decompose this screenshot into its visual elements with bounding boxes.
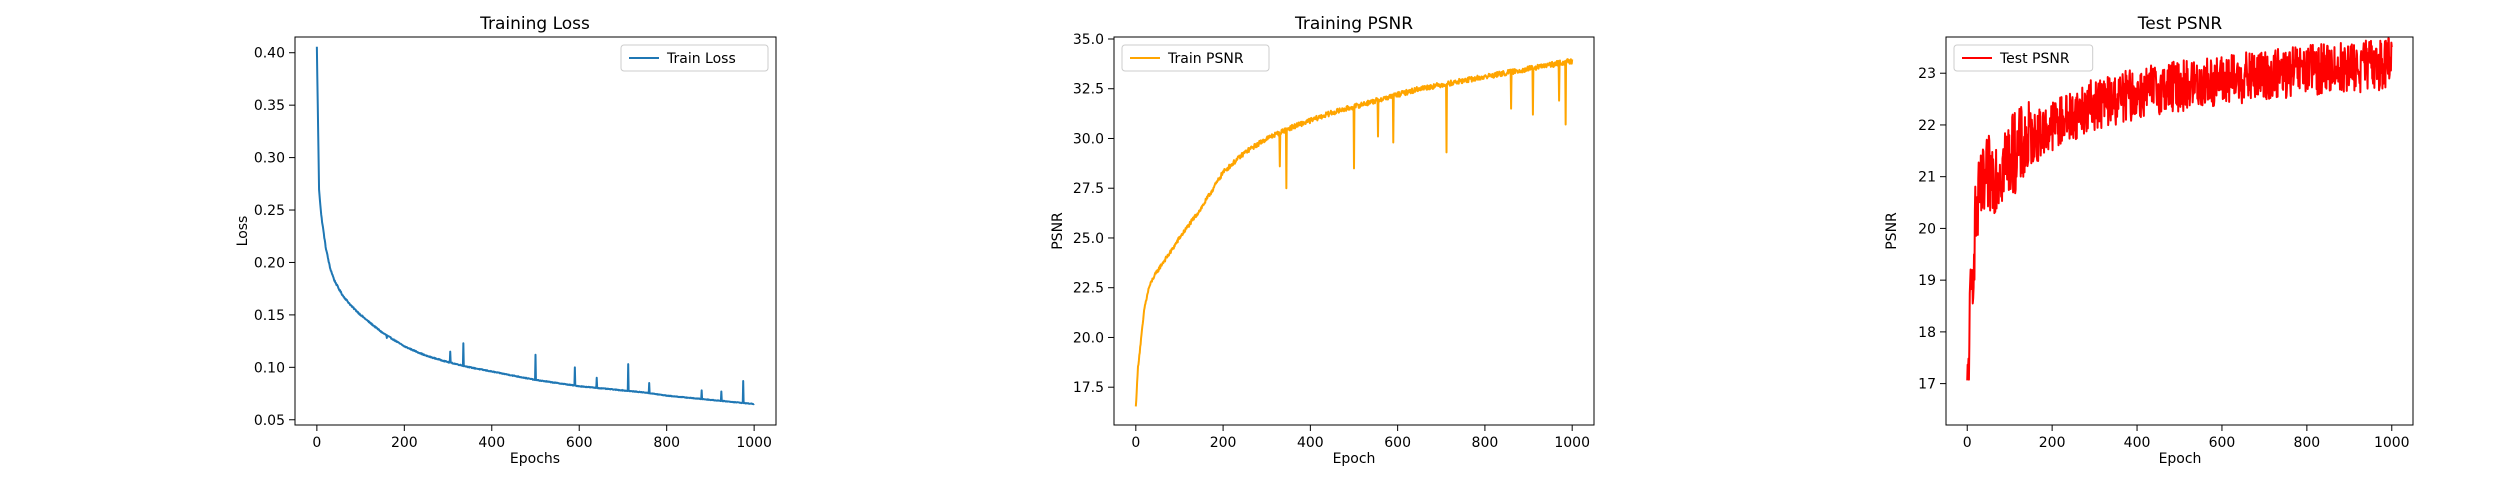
x-tick-label: 200: [1210, 435, 1237, 451]
x-tick-label: 1000: [1554, 435, 1590, 451]
x-tick-label: 400: [478, 435, 505, 451]
chart-title: Test PSNR: [2137, 14, 2223, 34]
y-axis-label: PSNR: [1884, 212, 1900, 250]
legend-box: [1121, 44, 1270, 72]
x-tick-label: 1000: [736, 435, 772, 451]
legend-label: Train PSNR: [1167, 51, 1244, 67]
x-tick-label: 400: [1297, 435, 1324, 451]
y-tick-label: 0.30: [254, 151, 285, 167]
x-tick-label: 600: [566, 435, 593, 451]
y-tick-label: 18: [1918, 325, 1936, 341]
x-axis-label: Epochs: [510, 451, 560, 467]
legend-label: Test PSNR: [1999, 51, 2070, 67]
series-line: [1966, 37, 2393, 381]
x-tick-label: 200: [2039, 435, 2066, 451]
y-axis-label: PSNR: [1050, 212, 1066, 250]
y-tick-label: 20: [1918, 221, 1936, 237]
y-tick-label: 19: [1918, 273, 1936, 289]
y-tick-label: 0.15: [254, 308, 285, 324]
y-tick-label: 20.0: [1073, 330, 1104, 346]
y-tick-label: 35.0: [1073, 32, 1104, 48]
chart-panel-test-psnr: Test PSNR Epoch PSNR 0 200 400 600 800 1000 17…: [1884, 14, 2414, 467]
x-tick-label: 800: [653, 435, 680, 451]
x-tick-label: 0: [1963, 435, 1972, 451]
axes-frame: [294, 36, 777, 426]
y-tick-label: 0.25: [254, 203, 285, 219]
x-tick-label: 600: [1384, 435, 1411, 451]
x-tick-label: 400: [2124, 435, 2151, 451]
y-tick-label: 17: [1918, 377, 1936, 393]
y-tick-label: 17.5: [1073, 380, 1104, 396]
y-tick-label: 23: [1918, 66, 1936, 82]
legend-box: [1953, 44, 2094, 72]
x-tick-label: 1000: [2374, 435, 2410, 451]
chart-title: Training PSNR: [1294, 14, 1413, 34]
y-tick-label: 0.10: [254, 360, 285, 376]
x-axis-label: Epoch: [1333, 451, 1376, 467]
legend-label: Train Loss: [666, 51, 736, 67]
y-tick-label: 0.40: [254, 46, 285, 62]
x-tick-label: 800: [1472, 435, 1499, 451]
y-tick-label: 32.5: [1073, 82, 1104, 98]
chart-title: Training Loss: [479, 14, 590, 34]
y-tick-label: 0.05: [254, 413, 285, 429]
y-axis-label: Loss: [235, 216, 251, 247]
series-line: [315, 46, 755, 406]
legend-box: [620, 44, 769, 72]
y-tick-label: 27.5: [1073, 181, 1104, 197]
series-line: [1134, 58, 1574, 407]
y-tick-label: 0.35: [254, 98, 285, 114]
x-tick-label: 0: [1131, 435, 1140, 451]
y-tick-label: 0.20: [254, 255, 285, 271]
y-tick-label: 22.5: [1073, 281, 1104, 297]
y-tick-label: 22: [1918, 118, 1936, 134]
y-tick-label: 30.0: [1073, 131, 1104, 147]
x-tick-label: 600: [2209, 435, 2236, 451]
chart-panel-training-psnr: Training PSNR Epoch PSNR 0 200 400 600 800 10…: [1050, 14, 1595, 467]
y-tick-label: 21: [1918, 170, 1936, 186]
x-tick-label: 0: [312, 435, 321, 451]
axes-frame: [1113, 36, 1595, 426]
x-axis-label: Epoch: [2159, 451, 2202, 467]
x-tick-label: 800: [2293, 435, 2320, 451]
y-tick-label: 25.0: [1073, 231, 1104, 247]
x-tick-label: 200: [391, 435, 418, 451]
axes-frame: [1945, 36, 2414, 426]
chart-panel-training-loss: Training Loss Epochs Loss 0 200 400 600 800 1…: [235, 14, 777, 467]
